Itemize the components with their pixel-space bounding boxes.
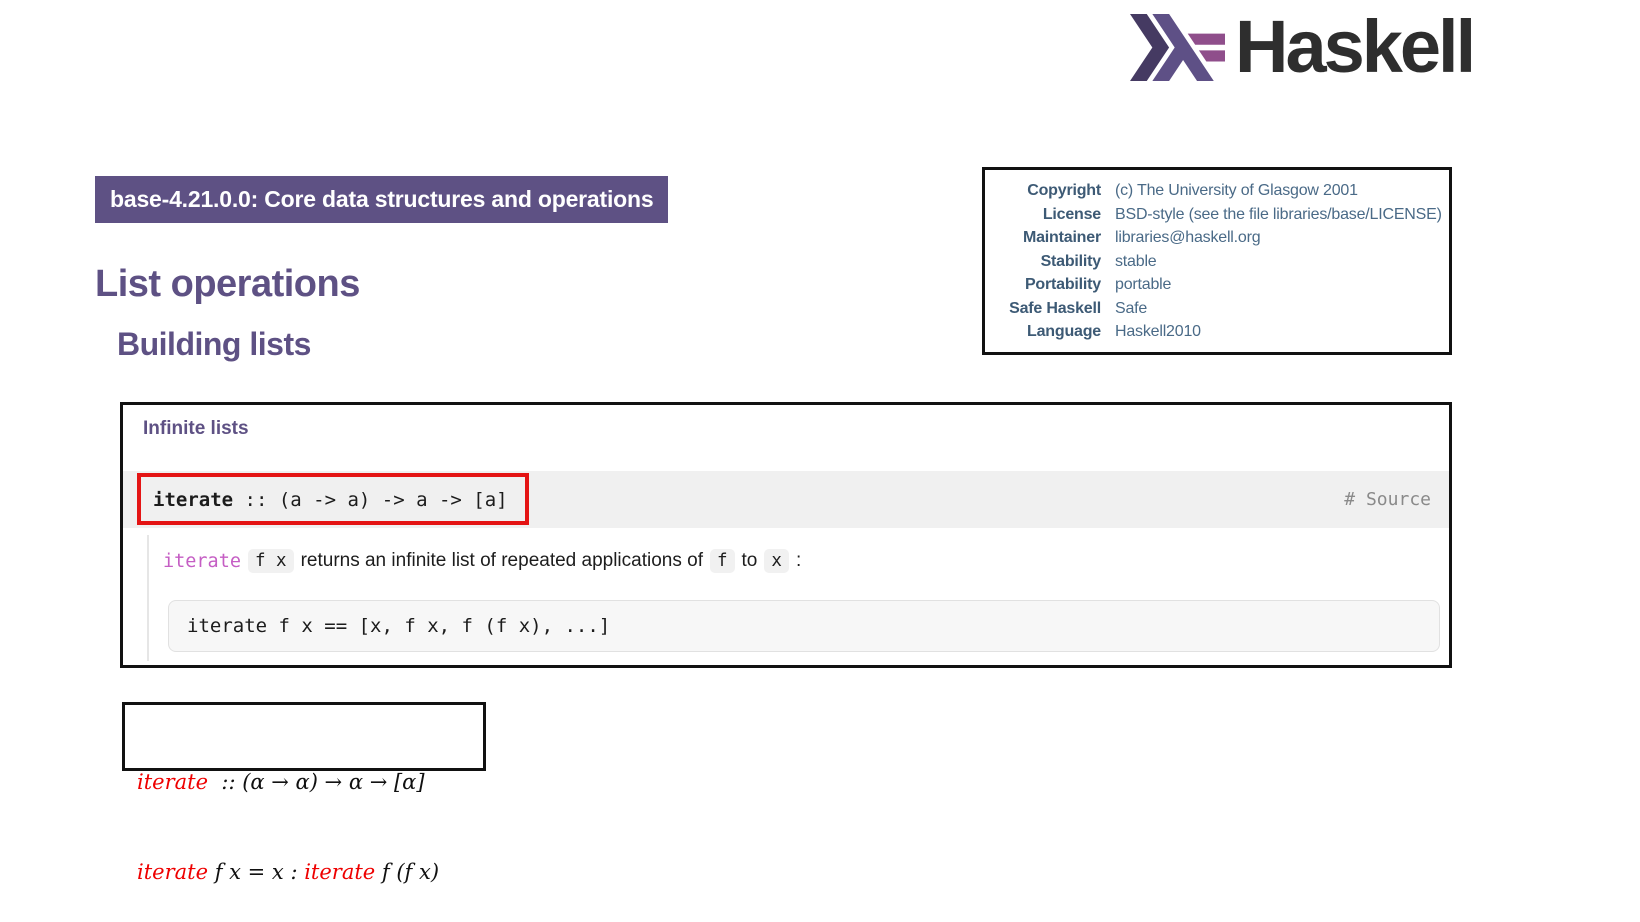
math-iterate-red: iterate — [304, 860, 376, 884]
infinite-lists-doc-box: Infinite lists iterate :: (a -> a) -> a … — [120, 402, 1452, 668]
function-description: iterate f x returns an infinite list of re… — [163, 549, 801, 573]
info-row-portability: Portability portable — [997, 273, 1439, 297]
description-text-3: : — [795, 550, 802, 571]
source-link[interactable]: # Source — [1344, 489, 1431, 510]
info-label: License — [1042, 205, 1101, 223]
info-row-license: License BSD-style (see the file librarie… — [997, 203, 1442, 227]
subsection-heading-infinite-lists: Infinite lists — [143, 418, 249, 439]
info-value: BSD-style (see the file libraries/base/L… — [1115, 205, 1442, 223]
function-type: :: (a -> a) -> a -> [a] — [233, 488, 508, 511]
iterate-link[interactable]: iterate — [163, 550, 241, 572]
info-value: stable — [1115, 252, 1157, 270]
info-value: portable — [1115, 276, 1172, 293]
math-line-1: iterate :: (α → α) → α → [α] — [137, 767, 471, 797]
math-type-rest: :: (α → α) → α → [α] — [208, 770, 425, 794]
package-banner[interactable]: base-4.21.0.0: Core data structures and … — [95, 176, 669, 223]
info-row-language: Language Haskell2010 — [997, 320, 1439, 344]
description-text-1: returns an infinite list of repeated app… — [300, 550, 703, 571]
function-signature: iterate :: (a -> a) -> a -> [a] — [153, 489, 508, 511]
info-row-stability: Stability stable — [997, 250, 1439, 274]
info-value: Safe — [1115, 299, 1148, 317]
haskell-logo: Haskell — [1130, 5, 1476, 88]
inline-code-fx: f x — [247, 549, 294, 573]
info-row-copyright: Copyright (c) The University of Glasgow … — [997, 179, 1439, 203]
info-value: libraries@haskell.org — [1115, 229, 1261, 246]
module-info-panel: Copyright (c) The University of Glasgow … — [982, 167, 1452, 355]
inline-code-f: f — [709, 549, 735, 573]
doc-indent-rule — [147, 535, 149, 661]
info-label: Stability — [1040, 252, 1102, 270]
math-eq-rest: f (f x) — [375, 860, 440, 884]
math-line-2: iterate f x = x : iterate f (f x) — [137, 857, 471, 887]
info-value: Haskell2010 — [1115, 323, 1201, 340]
info-label: Copyright — [1027, 182, 1101, 199]
page-title: List operations — [95, 263, 360, 305]
math-eq-mid: f x = x : — [208, 860, 305, 884]
inline-code-x: x — [764, 549, 789, 573]
section-heading-building-lists: Building lists — [117, 326, 311, 362]
info-row-safe-haskell: Safe Haskell Safe — [997, 297, 1439, 321]
function-name[interactable]: iterate — [153, 488, 234, 511]
function-signature-bar: iterate :: (a -> a) -> a -> [a] # Source — [123, 471, 1449, 528]
info-label: Maintainer — [1022, 229, 1101, 246]
info-label: Safe Haskell — [1009, 299, 1101, 317]
description-text-2: to — [741, 550, 758, 571]
math-definition-box: iterate :: (α → α) → α → [α] iterate f x… — [122, 702, 486, 884]
haskell-logo-text: Haskell — [1235, 5, 1476, 88]
math-iterate-red: iterate — [137, 770, 209, 794]
code-example-block: iterate f x == [x, f x, f (f x), ...] — [168, 600, 1440, 652]
info-label: Portability — [1024, 276, 1101, 293]
code-example: iterate f x == [x, f x, f (f x), ...] — [187, 615, 611, 637]
haskell-lambda-icon — [1130, 13, 1225, 81]
math-iterate-red: iterate — [137, 860, 209, 884]
info-row-maintainer: Maintainer libraries@haskell.org — [997, 226, 1439, 250]
info-label: Language — [1027, 323, 1101, 340]
info-value: (c) The University of Glasgow 2001 — [1115, 182, 1358, 199]
